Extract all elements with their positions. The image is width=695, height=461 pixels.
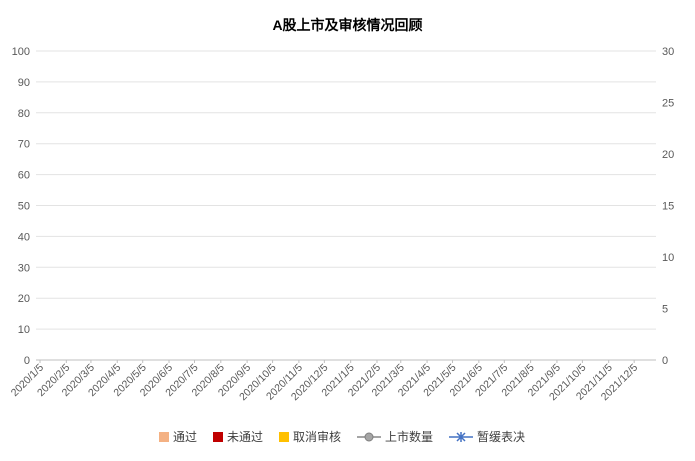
y-left-tick-label: 80 [18, 108, 30, 120]
legend-item: 取消审核 [279, 429, 341, 444]
y-right-tick-label: 0 [662, 355, 668, 367]
y-left-tick-label: 0 [24, 355, 30, 367]
y-axis-left: 0 10 20 30 40 50 60 70 80 90 100 [12, 46, 30, 367]
y-right-tick-label: 5 [662, 304, 668, 316]
legend-swatch [279, 432, 289, 442]
legend-label: 未通过 [227, 430, 263, 444]
legend-item: 上市数量 [357, 429, 433, 444]
y-axis-right: 0 5 10 15 20 25 30 [662, 46, 674, 367]
y-right-tick-label: 30 [662, 46, 674, 58]
y-left-tick-label: 10 [18, 324, 30, 336]
y-right-tick-label: 15 [662, 201, 674, 213]
legend-label: 上市数量 [385, 429, 433, 444]
y-left-tick-label: 60 [18, 170, 30, 182]
legend-marker [364, 432, 374, 442]
legend-label: 通过 [173, 430, 197, 444]
y-right-tick-label: 10 [662, 252, 674, 264]
chart-title: A股上市及审核情况回顾 [272, 17, 422, 33]
legend-item: 暂缓表决 [449, 430, 525, 444]
y-left-tick-label: 40 [18, 231, 30, 243]
y-left-tick-label: 50 [18, 201, 30, 213]
legend-item: 未通过 [213, 430, 263, 444]
y-left-tick-label: 100 [12, 46, 30, 58]
y-left-tick-label: 70 [18, 139, 30, 151]
y-right-tick-label: 20 [662, 149, 674, 161]
legend-swatch [159, 432, 169, 442]
legend: 通过 未通过 取消审核 上市数量 暂缓表决 [159, 429, 525, 444]
y-left-tick-label: 90 [18, 77, 30, 89]
legend-swatch [213, 432, 223, 442]
y-left-tick-label: 30 [18, 262, 30, 274]
legend-label: 暂缓表决 [477, 430, 525, 444]
legend-asterisk-marker [456, 432, 466, 442]
legend-item: 通过 [159, 430, 197, 444]
y-right-tick-label: 25 [662, 98, 674, 110]
y-left-tick-label: 20 [18, 293, 30, 305]
legend-label: 取消审核 [293, 429, 341, 444]
gridlines [36, 50, 656, 330]
